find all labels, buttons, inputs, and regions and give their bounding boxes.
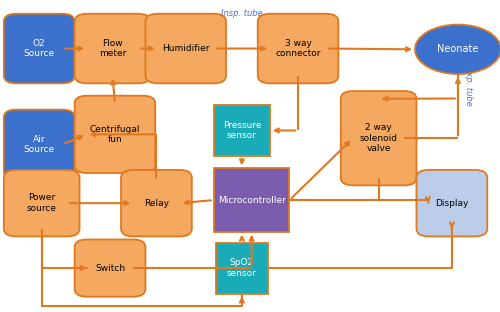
Text: Flow
meter: Flow meter — [99, 39, 126, 58]
FancyBboxPatch shape — [4, 14, 74, 83]
Text: Pressure
sensor: Pressure sensor — [222, 121, 261, 140]
Text: Relay: Relay — [144, 199, 169, 208]
FancyBboxPatch shape — [4, 170, 80, 236]
Text: Insp. tube: Insp. tube — [221, 9, 263, 18]
FancyBboxPatch shape — [416, 170, 488, 236]
FancyBboxPatch shape — [74, 240, 146, 297]
FancyBboxPatch shape — [216, 243, 268, 294]
Text: SpO2
sensor: SpO2 sensor — [227, 258, 257, 278]
FancyBboxPatch shape — [121, 170, 192, 236]
Text: Switch: Switch — [95, 264, 125, 273]
Text: Humidifier: Humidifier — [162, 44, 210, 53]
Text: 2 way
solenoid
valve: 2 way solenoid valve — [360, 123, 398, 153]
Text: Centrifugal
fun: Centrifugal fun — [90, 125, 140, 144]
Text: Display: Display — [435, 199, 468, 208]
Text: Air
Source: Air Source — [24, 135, 55, 154]
FancyBboxPatch shape — [146, 14, 226, 83]
FancyBboxPatch shape — [214, 168, 290, 232]
Text: O2
Source: O2 Source — [24, 39, 55, 58]
FancyBboxPatch shape — [258, 14, 338, 83]
Text: 3 way
connector: 3 way connector — [276, 39, 321, 58]
FancyBboxPatch shape — [74, 14, 150, 83]
FancyBboxPatch shape — [74, 96, 155, 173]
Ellipse shape — [415, 25, 500, 74]
Text: Microcontroller: Microcontroller — [218, 196, 286, 205]
FancyBboxPatch shape — [341, 91, 416, 185]
Text: Exp. tube: Exp. tube — [464, 66, 473, 106]
Text: Neonate: Neonate — [438, 44, 478, 54]
FancyBboxPatch shape — [214, 105, 270, 156]
FancyBboxPatch shape — [4, 110, 74, 179]
Text: Power
source: Power source — [26, 193, 56, 213]
